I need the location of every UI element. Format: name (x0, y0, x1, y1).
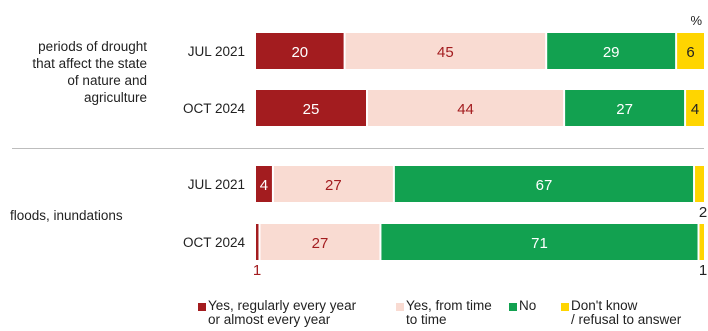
legend-label-dont-know-line1: Don't know (571, 298, 638, 313)
bar-segment (565, 90, 685, 126)
value-label: 45 (437, 44, 454, 61)
value-label: 27 (325, 177, 342, 194)
group-label-line: that affect the state (32, 56, 147, 71)
bar-segment (256, 166, 272, 202)
value-label: 27 (312, 235, 329, 252)
value-label: 27 (616, 101, 633, 118)
legend-swatch-from-time-to-time (396, 303, 404, 311)
bar-segment (394, 166, 694, 202)
bar-segment (256, 33, 344, 69)
value-label: 6 (686, 44, 694, 61)
bar-segment (686, 90, 704, 126)
group-label-line: periods of drought (38, 39, 147, 54)
legend-swatch-no (509, 303, 517, 311)
value-label: 1 (699, 262, 707, 279)
bar-segment (547, 33, 676, 69)
value-label: 4 (260, 177, 268, 194)
legend-swatch-dont-know (561, 303, 569, 311)
value-label: 4 (691, 101, 699, 118)
value-label: 44 (457, 101, 474, 118)
legend-label-dont-know-line2: / refusal to answer (571, 312, 682, 327)
group-label-line: agriculture (84, 90, 147, 105)
bar-segment (256, 90, 366, 126)
bar-segment (368, 90, 564, 126)
value-label: 67 (536, 177, 553, 194)
category-label: JUL 2021 (188, 177, 245, 192)
category-label: JUL 2021 (188, 44, 245, 59)
bar-segment (345, 33, 546, 69)
group-label-line: floods, inundations (10, 208, 123, 223)
legend-swatch-regularly (198, 303, 206, 311)
value-label: 1 (253, 262, 261, 279)
category-label: OCT 2024 (183, 101, 246, 116)
bar-segment (695, 166, 704, 202)
value-label: 71 (531, 235, 548, 252)
group-label-line: of nature and (67, 73, 147, 88)
value-label: 25 (303, 101, 320, 118)
legend-label-regularly-line1: Yes, regularly every year (208, 298, 357, 313)
unit-label: % (690, 13, 702, 28)
bar-segment (256, 224, 259, 260)
bar-segment (699, 224, 704, 260)
legend-label-regularly-line2: or almost every year (208, 312, 331, 327)
category-label: OCT 2024 (183, 235, 246, 250)
bar-segment (273, 166, 393, 202)
value-label: 29 (603, 44, 620, 61)
bar-segment (381, 224, 698, 260)
legend-label-from-time-line2: to time (406, 312, 447, 327)
value-label: 2 (699, 204, 707, 221)
bar-segment (677, 33, 704, 69)
legend-label-from-time-line1: Yes, from time (406, 298, 492, 313)
legend-label-no: No (519, 298, 537, 313)
bar-segment (260, 224, 380, 260)
value-label: 20 (291, 44, 308, 61)
